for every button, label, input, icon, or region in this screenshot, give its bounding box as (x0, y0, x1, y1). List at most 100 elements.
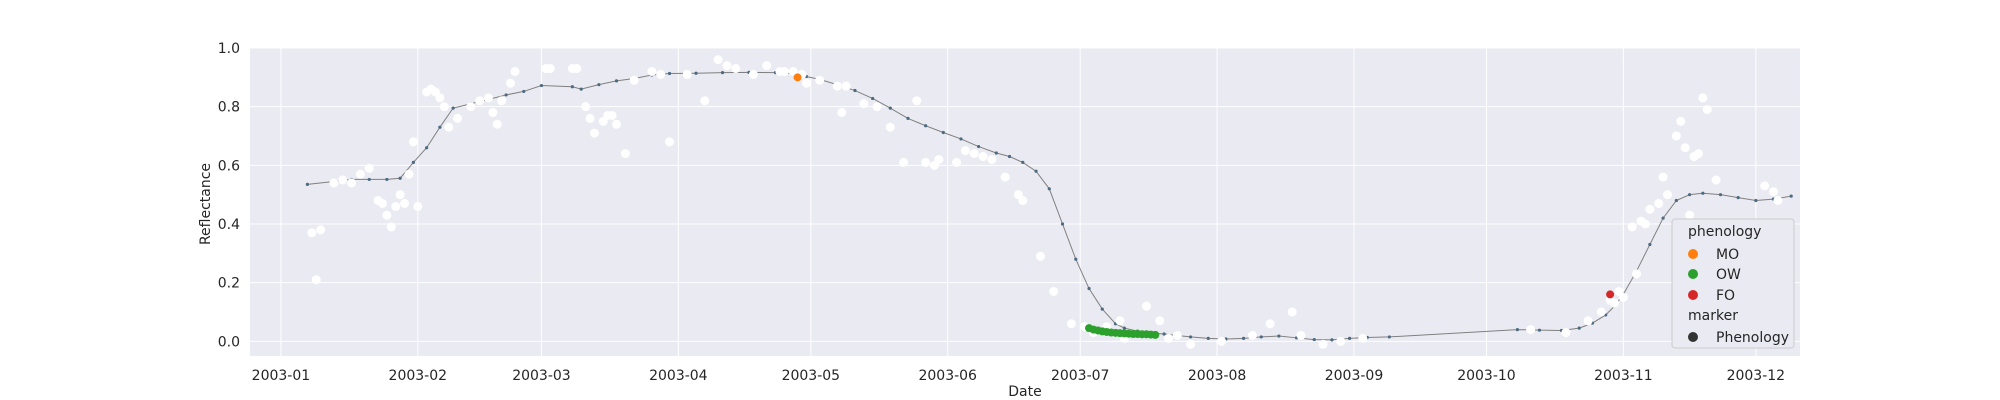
raw-point-42 (607, 110, 617, 120)
phenology-fo-point-0 (1606, 290, 1615, 299)
raw-point-125 (1702, 105, 1712, 115)
raw-point-95 (1247, 330, 1257, 340)
smoothed-point-13 (522, 89, 526, 94)
smoothed-point-33 (906, 116, 910, 120)
legend-phenology-label: Phenology (1716, 330, 1789, 346)
raw-point-126 (1711, 175, 1721, 185)
raw-point-9 (377, 198, 387, 208)
raw-point-120 (1680, 143, 1690, 153)
raw-point-1 (311, 275, 321, 285)
raw-point-119 (1676, 116, 1686, 126)
raw-point-94 (1217, 336, 1227, 346)
raw-point-7 (364, 163, 374, 173)
raw-point-27 (483, 93, 493, 103)
legend-mo-marker (1688, 249, 1698, 259)
smoothed-point-83 (1789, 194, 1793, 198)
phenology-mo-point-0 (793, 73, 802, 82)
grid (250, 47, 1800, 356)
raw-point-66 (872, 102, 882, 112)
raw-point-109 (1618, 292, 1628, 302)
y-axis-label: Reflectance (198, 163, 214, 245)
raw-point-78 (1000, 172, 1010, 182)
raw-point-110 (1627, 222, 1637, 232)
smoothed-point-60 (1312, 337, 1316, 342)
smoothed-point-30 (853, 88, 857, 93)
raw-point-102 (1526, 325, 1536, 335)
smoothed-point-45 (1087, 286, 1091, 291)
phenology-ow-point-15 (1151, 330, 1160, 339)
x-tick-label-9: 2003-10 (1457, 368, 1516, 384)
smoothed-point-15 (570, 85, 574, 89)
x-tick-label-4: 2003-05 (782, 368, 841, 384)
y-tick-label-5: 1.0 (218, 41, 240, 57)
raw-point-80 (1018, 196, 1028, 206)
raw-point-64 (841, 81, 851, 91)
legend: phenology MO OW FO marker Phenology (1671, 218, 1795, 349)
raw-point-13 (395, 190, 405, 200)
raw-point-65 (859, 99, 869, 109)
smoothed-point-53 (1188, 335, 1193, 339)
raw-point-111 (1632, 269, 1642, 279)
raw-point-129 (1773, 196, 1783, 206)
smoothed-point-9 (451, 106, 455, 110)
smoothed-point-40 (1021, 160, 1025, 164)
legend-mo-label: MO (1716, 247, 1739, 263)
raw-point-15 (404, 169, 414, 179)
raw-point-82 (1049, 286, 1059, 296)
smoothed-point-0 (305, 182, 310, 186)
raw-point-74 (960, 146, 970, 156)
smoothed-point-35 (941, 130, 945, 135)
raw-point-100 (1336, 336, 1346, 346)
smoothed-point-78 (1701, 191, 1705, 195)
raw-point-58 (788, 66, 798, 76)
smoothed-point-4 (385, 177, 389, 182)
raw-point-4 (338, 175, 348, 185)
raw-point-54 (748, 69, 758, 79)
smoothed-point-3 (367, 177, 371, 182)
y-axis-ticks: 0.0 0.2 0.4 0.6 0.8 1.0 (218, 41, 240, 350)
raw-point-61 (815, 75, 825, 85)
raw-point-93 (1186, 339, 1196, 349)
raw-point-24 (453, 113, 463, 123)
smoothed-point-38 (994, 151, 998, 155)
x-axis-label: Date (1008, 384, 1041, 400)
y-tick-label-4: 0.8 (218, 100, 240, 116)
smoothed-point-43 (1060, 222, 1065, 226)
smoothed-point-58 (1277, 334, 1281, 338)
raw-point-96 (1265, 319, 1275, 329)
raw-point-44 (620, 149, 630, 159)
phenology-points (793, 73, 1615, 339)
raw-point-124 (1698, 93, 1708, 103)
raw-point-31 (506, 78, 516, 88)
legend-fo-marker (1688, 290, 1698, 300)
smoothed-point-81 (1754, 198, 1758, 203)
raw-point-73 (952, 157, 962, 167)
raw-point-62 (832, 81, 842, 91)
smoothed-point-18 (614, 79, 619, 83)
smoothed-point-31 (871, 96, 875, 101)
raw-point-67 (885, 122, 895, 132)
raw-point-69 (912, 96, 922, 106)
raw-point-14 (400, 198, 410, 208)
smoothed-point-79 (1718, 193, 1723, 197)
x-tick-label-10: 2003-11 (1594, 368, 1653, 384)
smoothed-point-65 (1515, 328, 1519, 332)
x-tick-label-7: 2003-08 (1188, 368, 1247, 384)
raw-point-45 (629, 75, 639, 85)
raw-point-87 (1115, 316, 1125, 326)
raw-point-107 (1610, 298, 1620, 308)
raw-point-11 (386, 222, 396, 232)
smoothed-point-57 (1259, 335, 1263, 339)
smoothed-point-66 (1537, 328, 1542, 332)
smoothed-point-14 (539, 83, 544, 88)
y-tick-label-0: 0.0 (218, 334, 240, 350)
smoothed-point-80 (1736, 196, 1740, 200)
raw-point-17 (413, 201, 423, 211)
y-tick-label-1: 0.2 (218, 276, 240, 292)
x-tick-label-1: 2003-02 (389, 368, 448, 384)
smoothed-point-16 (579, 87, 583, 91)
raw-point-46 (647, 66, 657, 76)
raw-point-72 (934, 154, 944, 164)
raw-point-23 (444, 122, 454, 132)
smoothed-point-56 (1241, 336, 1246, 340)
